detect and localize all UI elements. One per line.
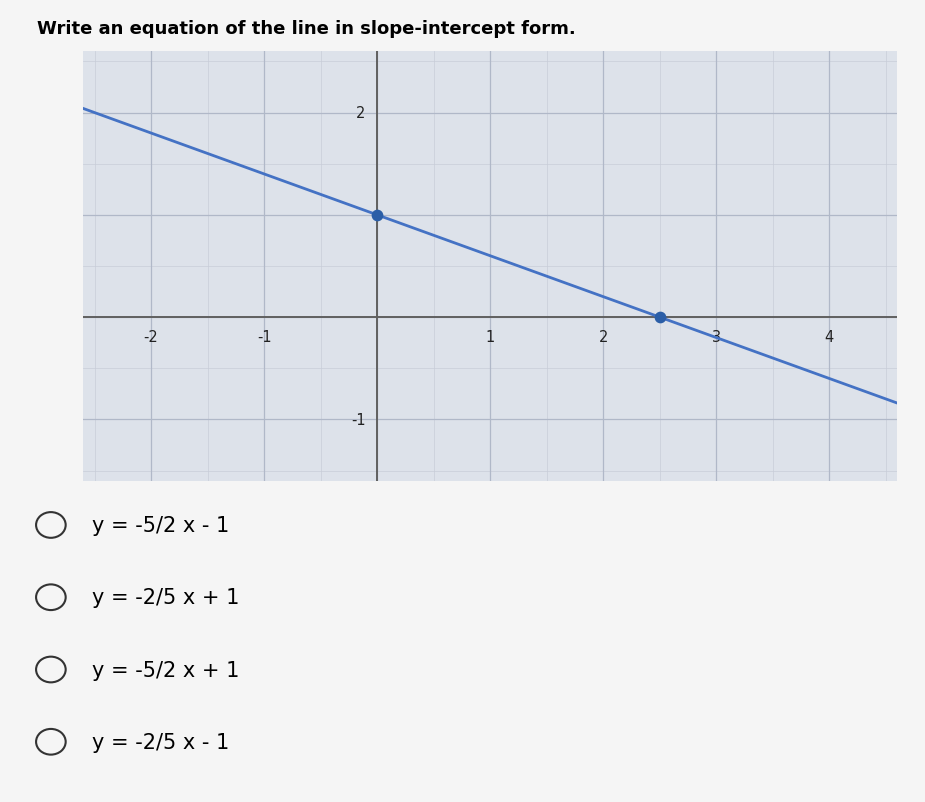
Text: 2: 2 bbox=[356, 106, 365, 121]
Text: y = -2/5 x - 1: y = -2/5 x - 1 bbox=[92, 732, 229, 751]
Point bbox=[652, 311, 667, 324]
Text: -2: -2 bbox=[143, 329, 158, 344]
Text: 4: 4 bbox=[825, 329, 834, 344]
Point bbox=[370, 209, 385, 222]
Text: -1: -1 bbox=[257, 329, 271, 344]
Text: Write an equation of the line in slope-intercept form.: Write an equation of the line in slope-i… bbox=[37, 20, 575, 38]
Text: -1: -1 bbox=[351, 412, 365, 427]
Text: y = -5/2 x - 1: y = -5/2 x - 1 bbox=[92, 516, 229, 535]
Text: y = -2/5 x + 1: y = -2/5 x + 1 bbox=[92, 588, 240, 607]
Text: 3: 3 bbox=[712, 329, 721, 344]
Text: 2: 2 bbox=[598, 329, 608, 344]
Text: 1: 1 bbox=[486, 329, 495, 344]
Text: y = -5/2 x + 1: y = -5/2 x + 1 bbox=[92, 660, 240, 679]
